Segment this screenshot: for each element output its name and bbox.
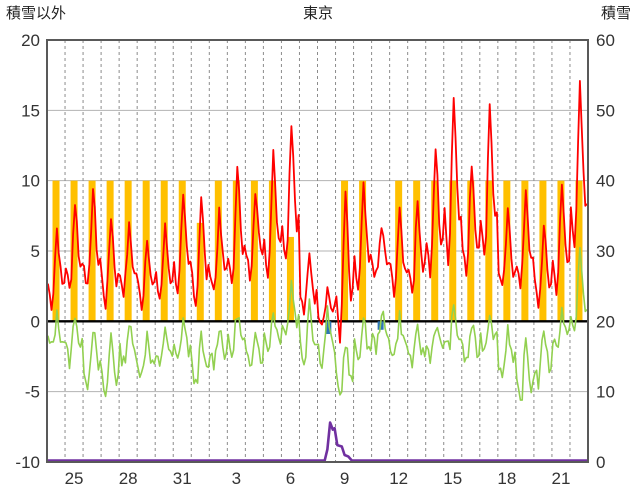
sunshine-bar xyxy=(521,180,529,322)
plot-frame xyxy=(46,39,589,463)
left-axis-tick-label: 20 xyxy=(21,31,40,50)
sunshine-bar xyxy=(359,180,367,322)
x-axis-tick-label: 31 xyxy=(173,469,192,488)
sunshine-bar xyxy=(467,180,475,322)
sunshine-bar xyxy=(88,180,96,322)
x-axis-tick-label: 28 xyxy=(119,469,138,488)
sunshine-bar xyxy=(286,236,294,322)
left-axis-tick-label: -5 xyxy=(25,383,40,402)
x-axis-tick-label: 3 xyxy=(232,469,241,488)
sunshine-bar xyxy=(395,180,403,322)
sunshine-bar xyxy=(178,180,186,322)
left-axis-title: 積雪以外 xyxy=(6,5,67,22)
x-axis-tick-label: 25 xyxy=(65,469,84,488)
sunshine-bar xyxy=(106,180,114,322)
snow-depth-line xyxy=(47,421,588,462)
precip-bar xyxy=(325,321,332,334)
left-axis-tick-label: 15 xyxy=(21,101,40,120)
sunshine-bar xyxy=(485,180,493,322)
right-axis-tick-label: 20 xyxy=(596,312,615,331)
green-temperature-line xyxy=(47,246,588,401)
red-temperature-line xyxy=(47,80,588,344)
right-axis-tick-label: 50 xyxy=(596,101,615,120)
sunshine-bar xyxy=(70,180,78,322)
right-axis-title: 積雪 xyxy=(600,5,631,22)
sunshine-bar xyxy=(268,180,276,322)
left-axis-tick-label: 0 xyxy=(31,312,40,331)
right-axis-tick-label: 0 xyxy=(596,453,605,472)
sunshine-bar xyxy=(557,180,565,322)
sunshine-bar xyxy=(503,180,511,322)
x-axis-tick-label: 15 xyxy=(443,469,462,488)
right-axis-tick-label: 30 xyxy=(596,242,615,261)
left-axis-tick-label: 5 xyxy=(31,242,40,261)
x-axis-tick-label: 6 xyxy=(286,469,295,488)
x-axis-tick-label: 9 xyxy=(340,469,349,488)
right-axis-tick-label: 10 xyxy=(596,383,615,402)
right-axis-tick-label: 60 xyxy=(596,31,615,50)
sunshine-bar xyxy=(214,180,222,322)
sunshine-bar xyxy=(413,180,421,322)
sunshine-bar xyxy=(196,222,204,322)
x-axis-tick-label: 12 xyxy=(389,469,408,488)
right-axis-tick-label: 40 xyxy=(596,172,615,191)
x-axis-tick-label: 21 xyxy=(551,469,570,488)
sunshine-bar xyxy=(341,180,349,322)
left-axis-tick-label: -10 xyxy=(15,453,40,472)
sunshine-bar xyxy=(449,180,457,322)
sunshine-bar xyxy=(250,180,258,322)
left-axis-tick-label: 10 xyxy=(21,172,40,191)
sunshine-bar xyxy=(431,180,439,322)
sunshine-bar xyxy=(232,180,240,322)
chart-title: 東京 xyxy=(302,5,333,22)
x-axis-tick-label: 18 xyxy=(497,469,516,488)
